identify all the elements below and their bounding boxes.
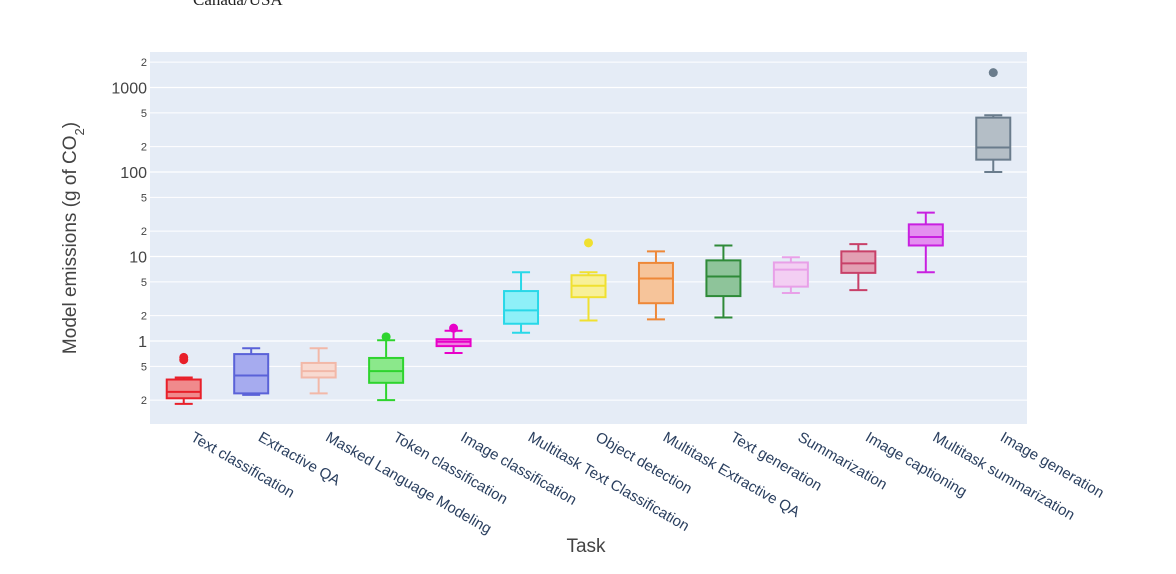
y-tick-label: 10 [129,250,147,267]
box-iqr [705,259,742,298]
y-tick-label: 1 [138,334,147,351]
box-multitask-summarization [907,211,944,274]
y-axis-ticks: 2 5 2 5 2 5 2 5 2 1 10 100 1000 [111,57,147,407]
box-object-detection [570,238,607,322]
outlier-point [584,238,593,248]
y-tick-label: 100 [120,165,147,182]
box-text-classification [165,352,202,405]
box-iqr [233,353,270,395]
y-tick-label-minor: 2 [141,57,147,69]
outlier-point [988,68,998,78]
y-tick-label-minor: 5 [141,192,147,204]
x-tick-label: Token classification [390,429,510,508]
box-iqr [637,261,674,305]
box-image-classification [435,323,472,355]
box-iqr [907,223,944,247]
box-token-classification [368,332,405,402]
y-tick-label-minor: 5 [141,361,147,373]
grid-lines [150,61,1027,401]
box-text-generation [705,244,742,319]
y-tick-label-minor: 2 [141,395,147,407]
box-extractive-qa [233,347,270,396]
box-iqr [975,116,1012,161]
box-series [165,68,1012,405]
y-tick-label-minor: 5 [141,277,147,289]
box-summarization [772,256,809,294]
box-iqr [840,250,877,274]
outlier-point [381,332,391,342]
x-tick-label: Image classification [458,429,580,509]
box-masked-language-modeling [300,347,337,395]
outlier-point [449,323,459,333]
y-tick-label-minor: 2 [141,311,147,323]
plot-area [150,52,1027,424]
y-tick-label: 1000 [111,81,147,98]
y-tick-label-minor: 2 [141,226,147,238]
header-fragment-text: Canada/USA [193,0,283,10]
box-image-generation [975,68,1012,173]
box-image-captioning [840,243,877,292]
x-axis-title: Task [566,536,606,557]
outlier-point [179,352,189,362]
box-iqr [165,378,202,400]
box-iqr [772,261,809,288]
y-tick-label-minor: 2 [141,142,147,154]
box-multitask-extractive-qa [637,250,674,321]
y-axis-title: Model emissions (g of CO2) [60,122,87,354]
box-iqr [503,290,540,325]
box-multitask-text-classification [503,271,540,334]
y-tick-label-minor: 5 [141,108,147,120]
